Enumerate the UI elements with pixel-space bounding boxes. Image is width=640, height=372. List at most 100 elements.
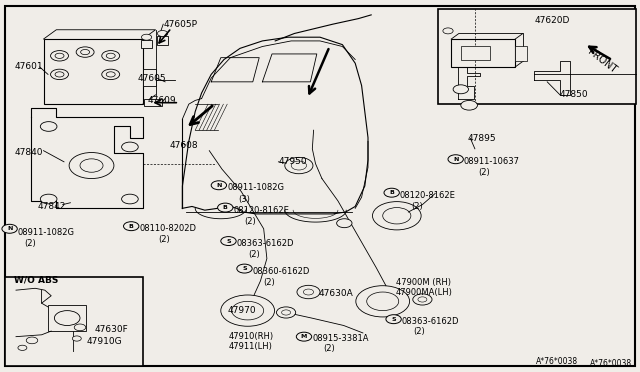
Bar — [157, 36, 168, 45]
Circle shape — [72, 336, 81, 341]
Circle shape — [285, 157, 313, 174]
Bar — [48, 305, 86, 331]
Bar — [141, 40, 152, 48]
Text: 47842: 47842 — [37, 202, 65, 211]
Text: (2): (2) — [159, 235, 170, 244]
Text: 47605: 47605 — [138, 74, 166, 83]
Circle shape — [55, 72, 64, 77]
Text: N: N — [216, 183, 221, 188]
Circle shape — [297, 285, 320, 299]
Circle shape — [356, 286, 410, 317]
Circle shape — [55, 53, 64, 58]
Text: 08363-6162D: 08363-6162D — [237, 239, 294, 248]
Circle shape — [106, 72, 115, 77]
Bar — [144, 99, 162, 106]
Text: N: N — [453, 157, 458, 162]
Circle shape — [124, 222, 139, 231]
Text: B: B — [389, 190, 394, 195]
Text: 47911(LH): 47911(LH) — [229, 342, 273, 351]
Text: N: N — [7, 226, 12, 231]
Text: 47840: 47840 — [14, 148, 43, 157]
Text: (2): (2) — [323, 344, 335, 353]
Text: W/O ABS: W/O ABS — [14, 275, 58, 284]
Text: (2): (2) — [264, 278, 275, 287]
Circle shape — [448, 155, 463, 164]
Circle shape — [40, 122, 57, 131]
Text: A*76*0038: A*76*0038 — [590, 359, 632, 368]
Text: B: B — [223, 205, 228, 210]
Circle shape — [237, 264, 252, 273]
Text: S: S — [391, 317, 396, 322]
Text: B: B — [129, 224, 134, 229]
Text: 47850: 47850 — [560, 90, 589, 99]
Circle shape — [232, 301, 264, 320]
Circle shape — [383, 208, 411, 224]
Circle shape — [276, 307, 296, 318]
Circle shape — [337, 219, 352, 228]
Circle shape — [157, 31, 168, 36]
Circle shape — [76, 47, 94, 57]
Circle shape — [69, 153, 114, 179]
Bar — [44, 39, 143, 104]
Circle shape — [296, 332, 312, 341]
Circle shape — [386, 315, 401, 324]
Text: 47950: 47950 — [278, 157, 307, 166]
Circle shape — [303, 289, 314, 295]
Circle shape — [291, 161, 307, 170]
Circle shape — [282, 310, 291, 315]
Circle shape — [2, 224, 17, 233]
Circle shape — [40, 194, 57, 204]
Circle shape — [51, 69, 68, 80]
Text: 47900MA(LH): 47900MA(LH) — [396, 288, 452, 296]
Bar — [143, 69, 156, 86]
Circle shape — [74, 324, 86, 331]
Bar — [515, 46, 527, 61]
Text: (2): (2) — [24, 239, 36, 248]
Circle shape — [453, 85, 468, 94]
Text: (2): (2) — [248, 250, 260, 259]
Text: (2): (2) — [244, 217, 256, 226]
Circle shape — [106, 53, 115, 58]
Text: A*76*0038: A*76*0038 — [536, 357, 579, 366]
Circle shape — [221, 237, 236, 246]
Text: 08911-1082G: 08911-1082G — [227, 183, 284, 192]
Circle shape — [141, 34, 152, 40]
Text: S: S — [226, 238, 231, 244]
Circle shape — [18, 345, 27, 350]
Text: 47608: 47608 — [170, 141, 198, 150]
Circle shape — [413, 294, 432, 305]
Bar — [451, 39, 515, 67]
Circle shape — [384, 188, 399, 197]
Text: 08360-6162D: 08360-6162D — [253, 267, 310, 276]
Circle shape — [80, 159, 103, 172]
Circle shape — [461, 100, 477, 110]
Text: 47630F: 47630F — [95, 325, 129, 334]
Text: 47630A: 47630A — [319, 289, 353, 298]
Text: M: M — [301, 334, 307, 339]
Circle shape — [443, 28, 453, 34]
Circle shape — [81, 49, 90, 55]
Bar — [461, 46, 490, 60]
Text: 47910(RH): 47910(RH) — [229, 332, 275, 341]
Circle shape — [122, 194, 138, 204]
Text: 08363-6162D: 08363-6162D — [402, 317, 460, 326]
Text: (2): (2) — [479, 169, 490, 177]
Text: 08911-1082G: 08911-1082G — [18, 228, 75, 237]
Text: 47620D: 47620D — [534, 16, 570, 25]
Circle shape — [54, 311, 80, 326]
Text: 08110-8202D: 08110-8202D — [140, 224, 196, 233]
Circle shape — [102, 51, 120, 61]
Text: 47970: 47970 — [227, 306, 256, 315]
Circle shape — [51, 51, 68, 61]
Text: (2): (2) — [413, 327, 424, 336]
Bar — [438, 9, 636, 104]
Circle shape — [221, 295, 275, 326]
Circle shape — [218, 203, 233, 212]
Text: 47601: 47601 — [14, 62, 43, 71]
Text: 08120-8162E: 08120-8162E — [400, 191, 456, 200]
Text: 08915-3381A: 08915-3381A — [312, 334, 369, 343]
Text: 47895: 47895 — [467, 134, 496, 143]
Circle shape — [367, 292, 399, 311]
Text: 08120-8162E: 08120-8162E — [234, 206, 289, 215]
Text: 47910G: 47910G — [86, 337, 122, 346]
